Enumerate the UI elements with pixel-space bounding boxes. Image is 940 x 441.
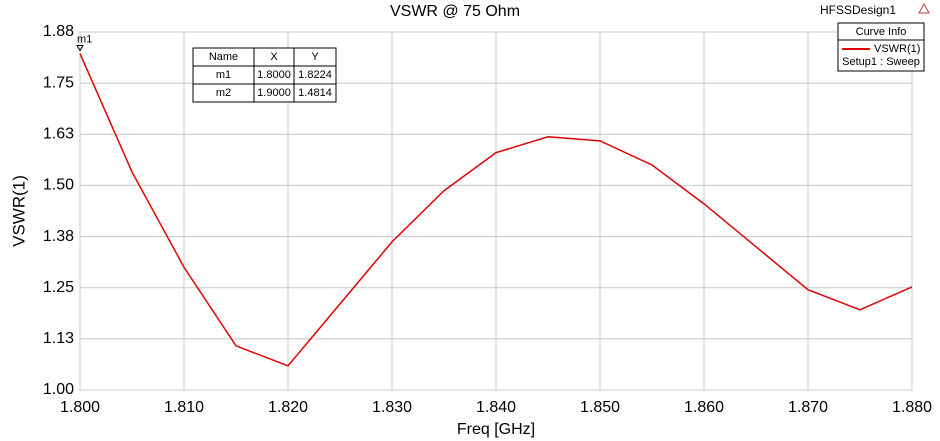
legend-title: Curve Info (856, 26, 907, 38)
table-header: Name (209, 51, 238, 63)
marker-label: m1 (77, 33, 92, 45)
y-tick-label: 1.75 (43, 74, 74, 91)
y-tick-label: 1.25 (43, 279, 74, 296)
marker-triangle (76, 45, 84, 52)
y-tick-label: 1.38 (43, 228, 74, 245)
legend-entry: VSWR(1) (874, 43, 920, 55)
x-tick-label: 1.840 (476, 399, 516, 416)
table-cell: 1.4814 (298, 87, 332, 99)
x-tick-label: 1.830 (372, 399, 412, 416)
logo-icon (918, 2, 930, 14)
table-header: Y (311, 51, 319, 63)
table-cell: m2 (216, 87, 231, 99)
y-axis-label: VSWR(1) (9, 175, 28, 247)
y-tick-label: 1.13 (43, 330, 74, 347)
marker-table (192, 47, 337, 103)
legend-subtitle: Setup1 : Sweep (842, 56, 920, 68)
x-tick-label: 1.870 (788, 399, 828, 416)
table-cell: 1.8224 (298, 69, 332, 81)
chart-title: VSWR @ 75 Ohm (390, 3, 520, 20)
table-cell: 1.8000 (257, 69, 291, 81)
legend (837, 22, 925, 72)
x-tick-label: 1.800 (60, 399, 100, 416)
table-cell: 1.9000 (257, 87, 291, 99)
y-tick-label: 1.88 (43, 23, 74, 40)
y-tick-label: 1.00 (43, 381, 74, 398)
x-tick-label: 1.880 (892, 399, 932, 416)
x-tick-label: 1.810 (164, 399, 204, 416)
design-name: HFSSDesign1 (820, 3, 896, 17)
table-header: X (270, 51, 278, 63)
series-line (79, 53, 913, 367)
x-tick-label: 1.850 (580, 399, 620, 416)
y-tick-label: 1.50 (43, 177, 74, 194)
x-tick-label: 1.860 (684, 399, 724, 416)
x-tick-label: 1.820 (268, 399, 308, 416)
x-axis-label: Freq [GHz] (457, 421, 535, 438)
table-cell: m1 (216, 69, 231, 81)
y-tick-label: 1.63 (43, 126, 74, 143)
